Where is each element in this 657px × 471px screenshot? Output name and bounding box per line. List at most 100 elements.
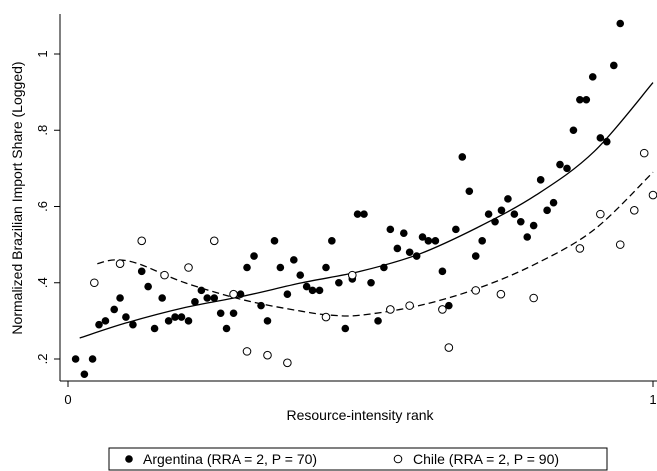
point-argentina-47 [386,225,395,234]
point-argentina-49 [399,229,408,237]
point-argentina-70 [536,176,545,184]
point-chile-4 [184,263,193,272]
legend: Argentina (RRA = 2, P = 70) Chile (RRA =… [108,447,608,471]
point-argentina-30 [276,263,285,272]
point-argentina-76 [576,95,584,104]
point-argentina-18 [197,286,206,295]
point-argentina-79 [596,134,605,142]
point-argentina-65 [504,195,512,203]
y-tick-label-1: .4 [35,277,50,288]
point-argentina-57 [452,225,460,234]
point-chile-22 [629,206,639,215]
point-argentina-15 [177,313,186,321]
point-argentina-81 [610,61,618,70]
legend-label-argentina: Argentina (RRA = 2, P = 70) [143,451,317,467]
axes: .2 .4 .6 .8 1 0 1 [35,14,657,407]
point-chile-19 [575,244,585,253]
y-tick-label-4: 1 [35,50,50,57]
point-argentina-55 [438,267,447,276]
point-argentina-62 [484,210,493,218]
point-argentina-64 [497,206,506,215]
point-argentina-52 [418,233,427,241]
point-argentina-82 [616,19,625,28]
y-tick-label-3: .8 [35,125,50,136]
point-chile-21 [615,240,625,249]
point-argentina-45 [374,317,382,325]
point-chile-1 [115,259,125,268]
point-argentina-39 [335,278,343,287]
point-argentina-60 [471,252,480,260]
point-argentina-67 [516,217,525,226]
point-argentina-28 [263,317,272,325]
point-chile-5 [209,236,219,246]
x-tick-label-1: 1 [649,392,656,407]
point-argentina-26 [250,252,258,260]
point-argentina-75 [569,126,578,135]
point-argentina-31 [283,290,292,298]
point-argentina-21 [216,309,225,318]
point-argentina-22 [222,324,231,333]
point-argentina-40 [341,324,350,333]
point-chile-3 [160,270,169,280]
point-chile-6 [229,289,238,299]
point-chile-18 [529,293,538,303]
point-argentina-12 [158,294,166,302]
point-chile-20 [596,209,605,219]
y-axis-title: Normalized Brazilian Import Share (Logge… [9,61,25,334]
point-chile-12 [386,305,395,314]
point-argentina-54 [431,237,440,245]
y-tick-label-2: .6 [35,201,50,212]
point-argentina-27 [257,301,265,310]
point-argentina-71 [543,206,551,215]
point-argentina-1 [80,370,89,379]
point-argentina-32 [290,256,298,264]
point-argentina-59 [465,187,474,196]
point-argentina-77 [582,95,591,104]
fit-line-chile [97,171,654,317]
legend-marker-argentina [125,455,133,463]
legend-label-chile: Chile (RRA = 2, P = 90) [413,451,559,467]
point-argentina-29 [270,237,279,245]
point-chile-13 [405,301,414,310]
x-axis-title: Resource-intensity rank [286,407,434,423]
legend-marker-chile [393,454,403,464]
point-chile-14 [438,305,447,314]
point-argentina-20 [210,294,219,302]
point-chile-17 [496,289,506,299]
point-chile-16 [471,286,481,295]
point-argentina-53 [424,237,433,245]
point-argentina-25 [243,263,251,272]
point-argentina-0 [71,355,80,363]
point-chile-24 [648,190,657,200]
point-argentina-7 [122,313,130,321]
point-argentina-63 [491,217,499,226]
point-argentina-2 [88,355,97,363]
point-argentina-68 [523,233,532,241]
point-chile-7 [242,347,252,356]
point-argentina-46 [380,263,388,272]
x-tick-label-0: 0 [64,392,71,407]
point-chile-15 [444,343,454,352]
point-argentina-73 [556,160,564,169]
point-argentina-36 [315,286,324,295]
point-argentina-6 [116,294,124,302]
point-argentina-38 [328,237,336,245]
point-argentina-72 [549,198,558,207]
point-argentina-24 [236,290,245,298]
point-chile-11 [348,270,357,280]
point-argentina-66 [510,210,519,218]
point-argentina-8 [129,320,137,329]
point-argentina-9 [137,267,146,276]
point-argentina-16 [184,317,193,325]
point-argentina-80 [602,137,611,146]
legend-box [108,447,608,471]
point-argentina-19 [203,294,212,302]
point-argentina-33 [296,271,305,279]
point-argentina-13 [164,317,173,325]
point-argentina-78 [588,73,597,81]
point-chile-0 [90,278,99,288]
point-argentina-37 [322,263,330,272]
point-argentina-34 [302,282,311,291]
